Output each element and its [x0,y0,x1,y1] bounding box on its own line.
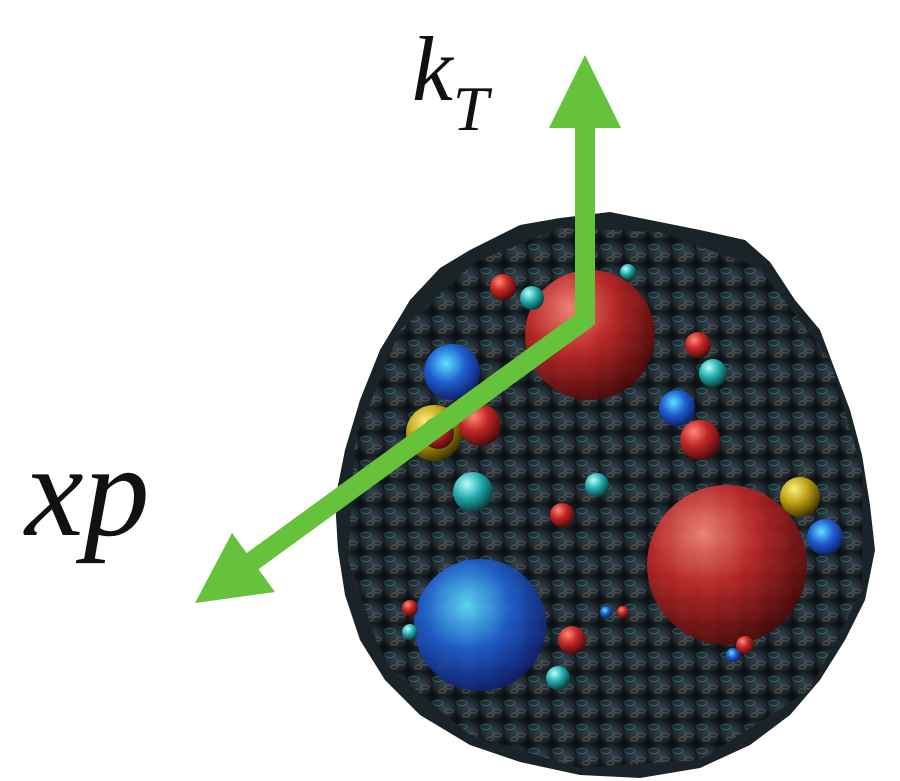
kt-label: kT [412,18,493,144]
kt-arrow-shaft [575,120,595,325]
kt-label-main: k [412,18,455,120]
kt-label-sub: T [453,73,493,144]
xp-label: xp [23,417,150,564]
diagram: kT xp [0,0,900,781]
kt-arrow-head [549,55,621,128]
page: kT xp (() => { const data = JSON.parse(d… [0,0,900,781]
